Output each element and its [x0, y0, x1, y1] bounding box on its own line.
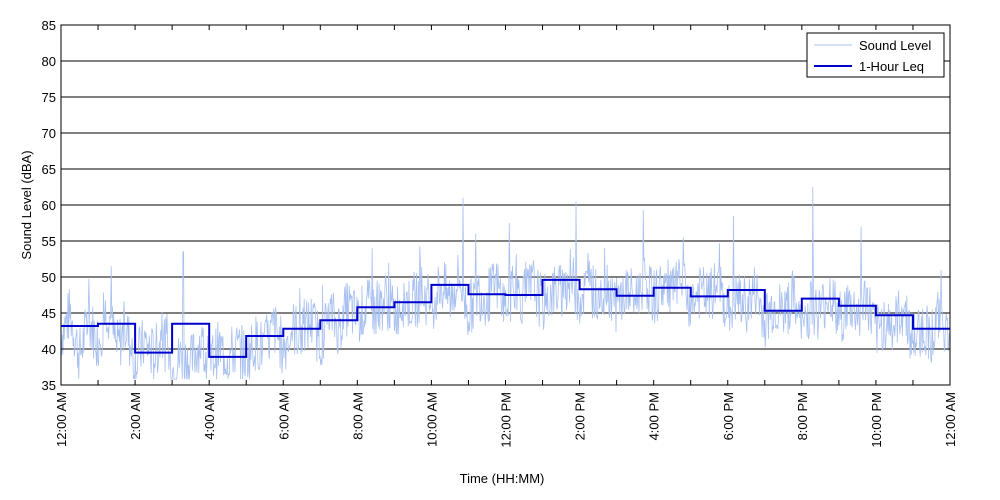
x-tick-label: 12:00 AM: [943, 392, 958, 447]
x-tick-label: 2:00 PM: [573, 392, 588, 440]
y-tick-label: 35: [42, 378, 56, 393]
y-tick-label: 55: [42, 234, 56, 249]
legend-label-sound-level: Sound Level: [859, 38, 931, 53]
x-tick-label: 8:00 PM: [795, 392, 810, 440]
x-tick-label: 4:00 PM: [647, 392, 662, 440]
x-tick-label: 10:00 PM: [869, 392, 884, 448]
y-tick-label: 80: [42, 54, 56, 69]
x-tick-label: 6:00 AM: [276, 392, 291, 440]
y-tick-label: 50: [42, 270, 56, 285]
x-axis: 12:00 AM 2:00 AM 4:00 AM 6:00 AM 8:00 AM 10:0…: [54, 25, 958, 448]
y-tick-label: 40: [42, 342, 56, 357]
y-tick-label: 45: [42, 306, 56, 321]
y-axis-title: Sound Level (dBA): [19, 150, 34, 259]
leq-series: [61, 278, 950, 358]
x-tick-label: 12:00 PM: [499, 392, 514, 448]
leq-step-line: [61, 278, 950, 358]
legend: Sound Level 1-Hour Leq: [806, 32, 945, 78]
y-axis: 35 40 45 50 55 60 65 70 75 80 85: [42, 18, 950, 393]
y-tick-label: 85: [42, 18, 56, 33]
x-tick-label: 6:00 PM: [721, 392, 736, 440]
y-tick-label: 60: [42, 198, 56, 213]
y-tick-label: 75: [42, 90, 56, 105]
x-tick-label: 10:00 AM: [424, 392, 439, 447]
legend-box: [806, 32, 945, 78]
legend-label-leq: 1-Hour Leq: [859, 59, 924, 74]
x-axis-title: Time (HH:MM): [460, 471, 545, 486]
x-tick-label: 4:00 AM: [202, 392, 217, 440]
y-tick-label: 70: [42, 126, 56, 141]
x-tick-label: 8:00 AM: [350, 392, 365, 440]
x-tick-label: 2:00 AM: [128, 392, 143, 440]
x-tick-label: 12:00 AM: [54, 392, 69, 447]
y-tick-label: 65: [42, 162, 56, 177]
